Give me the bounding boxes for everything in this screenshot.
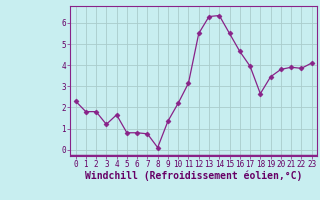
X-axis label: Windchill (Refroidissement éolien,°C): Windchill (Refroidissement éolien,°C) (85, 171, 302, 181)
